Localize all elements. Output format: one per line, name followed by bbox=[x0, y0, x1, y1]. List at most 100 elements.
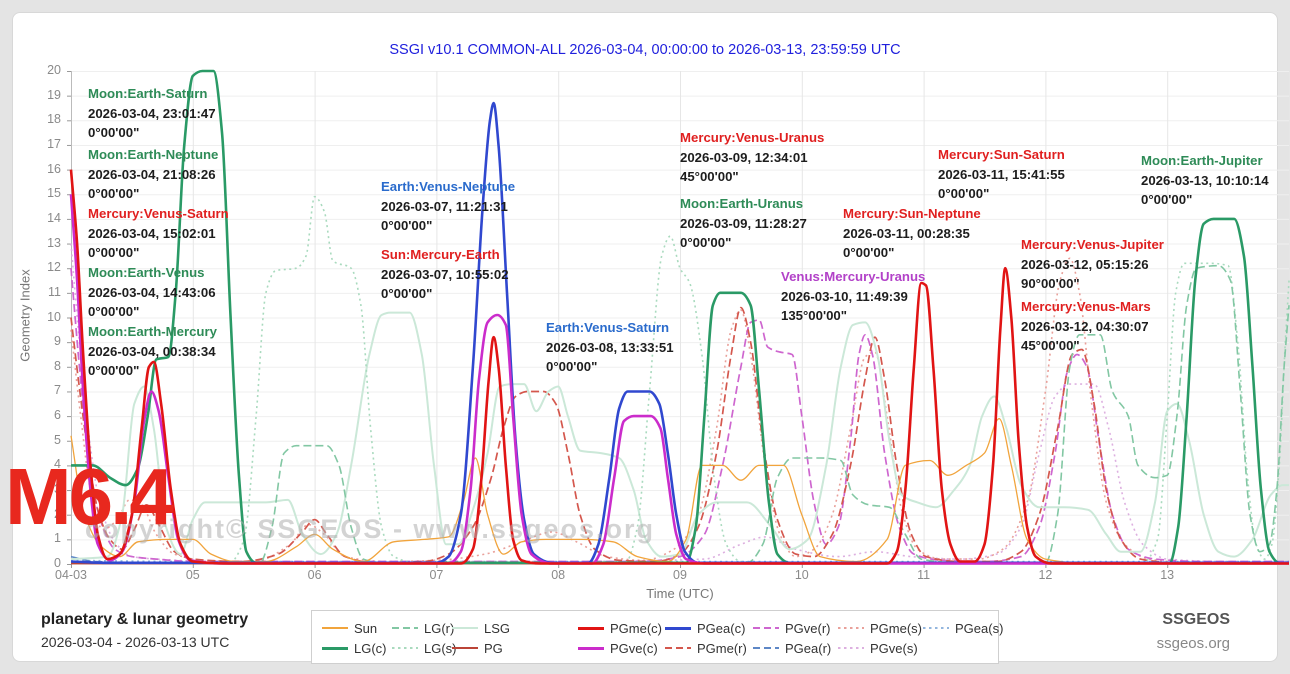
legend-label: LG(c) bbox=[354, 640, 387, 656]
legend-box: Sun LG(r) LSG PGme(c) PGea(c) PGve(r) PGme(s) P… bbox=[311, 610, 1003, 664]
annotation-datetime: 2026-03-09, 12:34:01 bbox=[680, 149, 808, 165]
annotation-datetime: 2026-03-08, 13:33:51 bbox=[546, 339, 674, 355]
x-tick-label: 11 bbox=[917, 568, 931, 582]
annotation-angle: 0°00'00" bbox=[938, 186, 990, 202]
annotation-angle: 0°00'00" bbox=[88, 363, 140, 379]
y-tick-label: 16 bbox=[47, 161, 61, 176]
y-tick-label: 17 bbox=[47, 136, 61, 151]
y-tick-label: 20 bbox=[47, 63, 61, 77]
chart-canvas bbox=[67, 69, 1290, 568]
footer-left: planetary & lunar geometry 2026-03-04 - … bbox=[41, 611, 248, 650]
legend-item-pgme_s: PGme(s) bbox=[838, 621, 923, 636]
annotation-angle: 0°00'00" bbox=[88, 125, 140, 141]
legend-label: LSG bbox=[484, 620, 511, 636]
x-tick-label: 05 bbox=[185, 568, 200, 582]
y-tick-label: 3 bbox=[54, 482, 61, 497]
x-tick-label: 09 bbox=[673, 568, 687, 582]
legend-item-pgve_c: PGve(c) bbox=[578, 641, 665, 656]
annotation-name: Mercury:Venus-Jupiter bbox=[1021, 237, 1164, 252]
annotation-name: Moon:Earth-Mercury bbox=[88, 324, 217, 339]
y-tick-label: 5 bbox=[54, 432, 61, 447]
event-annotation: Moon:Earth-Venus 2026-03-04, 14:43:06 0°00… bbox=[88, 263, 216, 322]
footer-right: SSGEOS ssgeos.org bbox=[1157, 611, 1230, 652]
event-annotation: Earth:Venus-Saturn 2026-03-08, 13:33:51 0°… bbox=[546, 318, 674, 377]
y-tick-label: 14 bbox=[47, 210, 61, 225]
y-tick-label: 13 bbox=[47, 235, 61, 250]
annotation-datetime: 2026-03-11, 15:41:55 bbox=[938, 166, 1065, 182]
legend-item-pgea_s: PGea(s) bbox=[923, 621, 1003, 636]
annotation-name: Sun:Mercury-Earth bbox=[381, 247, 500, 262]
event-annotation: Moon:Earth-Neptune 2026-03-04, 21:08:26 0°… bbox=[88, 145, 218, 204]
annotation-datetime: 2026-03-09, 11:28:27 bbox=[680, 215, 807, 231]
annotation-datetime: 2026-03-04, 14:43:06 bbox=[88, 284, 216, 300]
legend-label: PGme(r) bbox=[697, 640, 747, 656]
legend-label: PGea(c) bbox=[697, 620, 746, 636]
annotation-angle: 0°00'00" bbox=[680, 235, 732, 251]
annotation-datetime: 2026-03-07, 10:55:02 bbox=[381, 266, 509, 282]
annotation-angle: 0°00'00" bbox=[843, 245, 895, 261]
legend-swatch bbox=[392, 647, 418, 649]
legend-item-pgea_c: PGea(c) bbox=[665, 621, 753, 636]
x-tick-label: 04-03 bbox=[55, 568, 87, 582]
event-annotation: Moon:Earth-Uranus 2026-03-09, 11:28:27 0°0… bbox=[680, 194, 807, 253]
annotation-angle: 0°00'00" bbox=[546, 359, 598, 375]
legend-label: PGea(s) bbox=[955, 620, 1004, 636]
legend-swatch bbox=[753, 627, 779, 629]
legend-item-pgme_c: PGme(c) bbox=[578, 621, 665, 636]
legend-label: PGve(c) bbox=[610, 640, 658, 656]
x-tick-label: 06 bbox=[307, 568, 322, 582]
annotation-name: Mercury:Venus-Mars bbox=[1021, 299, 1151, 314]
legend-label: LG(r) bbox=[424, 620, 455, 636]
footer-title: planetary & lunar geometry bbox=[41, 611, 249, 628]
brand-name: SSGEOS bbox=[1162, 611, 1230, 628]
y-tick-label: 8 bbox=[54, 358, 61, 373]
y-tick-label: 0 bbox=[54, 556, 61, 570]
legend-label: PGve(r) bbox=[785, 620, 831, 636]
x-tick-label: 07 bbox=[429, 568, 444, 582]
series-lg_c bbox=[71, 69, 1289, 565]
y-tick-label: 7 bbox=[54, 383, 61, 398]
x-tick-label: 10 bbox=[794, 568, 809, 582]
y-tick-label: 19 bbox=[47, 87, 61, 102]
legend-label: PGve(s) bbox=[870, 640, 918, 656]
annotation-angle: 45°00'00" bbox=[1021, 338, 1080, 354]
y-tick-label: 15 bbox=[47, 186, 61, 201]
y-tick-label: 1 bbox=[54, 531, 61, 546]
chart-card: SSGI v10.1 COMMON-ALL 2026-03-04, 00:00:… bbox=[5, 12, 1290, 664]
x-tick-label: 13 bbox=[1160, 568, 1175, 582]
annotation-datetime: 2026-03-12, 05:15:26 bbox=[1021, 256, 1149, 272]
legend-item-lsg: LSG bbox=[452, 621, 578, 636]
event-annotation: Moon:Earth-Saturn 2026-03-04, 23:01:47 0°0… bbox=[88, 84, 216, 143]
annotation-datetime: 2026-03-04, 15:02:01 bbox=[88, 225, 216, 241]
legend-swatch bbox=[838, 627, 864, 629]
annotation-name: Earth:Venus-Neptune bbox=[381, 179, 516, 194]
annotation-name: Mercury:Sun-Neptune bbox=[843, 206, 981, 221]
annotation-angle: 0°00'00" bbox=[381, 286, 433, 302]
y-tick-label: 6 bbox=[54, 408, 61, 423]
legend-item-pgea_r: PGea(r) bbox=[753, 641, 838, 656]
y-tick-label: 10 bbox=[47, 309, 61, 324]
legend-item-pgve_r: PGve(r) bbox=[753, 621, 838, 636]
legend-swatch bbox=[838, 647, 864, 649]
watermark: copyright© SSGEOS - www.ssgeos.org bbox=[85, 514, 655, 544]
legend-item-lg_c: LG(c) bbox=[322, 641, 392, 656]
annotation-name: Mercury:Venus-Saturn bbox=[88, 206, 229, 221]
annotation-name: Mercury:Sun-Saturn bbox=[938, 147, 1065, 162]
annotation-angle: 135°00'00" bbox=[781, 308, 848, 324]
legend-swatch bbox=[923, 627, 949, 629]
legend-item-lg_r: LG(r) bbox=[392, 620, 455, 636]
legend-label: Sun bbox=[354, 620, 378, 636]
legend-swatch bbox=[452, 627, 478, 629]
event-annotation: Mercury:Sun-Neptune 2026-03-11, 00:28:35 0… bbox=[843, 204, 981, 263]
legend-row: LG(c) LG(s) PG PGve(c) PGme(r) PGea(r) PGve(s) bbox=[322, 638, 998, 658]
annotation-angle: 0°00'00" bbox=[88, 186, 140, 202]
legend-label: PGea(r) bbox=[785, 640, 832, 656]
event-annotation: Mercury:Venus-Mars 2026-03-12, 04:30:07 45… bbox=[1021, 297, 1151, 356]
annotation-datetime: 2026-03-04, 23:01:47 bbox=[88, 105, 216, 121]
y-tick-label: 9 bbox=[54, 334, 61, 349]
footer-daterange: 2026-03-04 - 2026-03-13 UTC bbox=[41, 634, 230, 650]
legend-swatch bbox=[322, 646, 348, 650]
annotation-datetime: 2026-03-13, 10:10:14 bbox=[1141, 172, 1269, 188]
brand-url: ssgeos.org bbox=[1156, 635, 1230, 652]
x-axis-label: Time (UTC) bbox=[646, 586, 714, 601]
